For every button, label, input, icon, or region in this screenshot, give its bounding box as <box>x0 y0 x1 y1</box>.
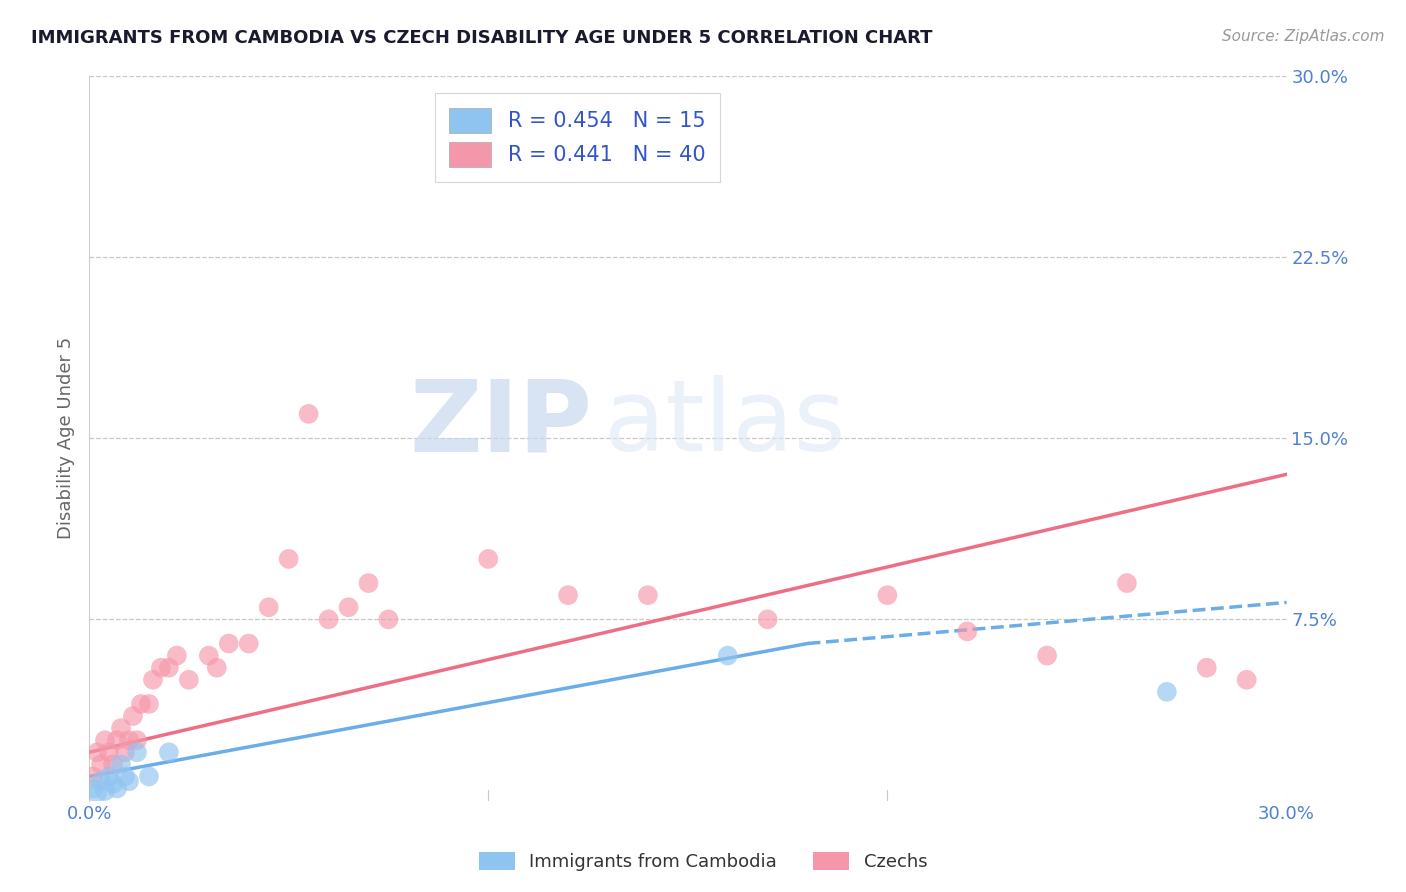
Point <box>1195 661 1218 675</box>
Point <box>110 757 132 772</box>
Point <box>377 612 399 626</box>
Text: Source: ZipAtlas.com: Source: ZipAtlas.com <box>1222 29 1385 44</box>
Point <box>86 745 108 759</box>
Point <box>956 624 979 639</box>
Point <box>557 588 579 602</box>
Point <box>94 733 117 747</box>
Point <box>1156 685 1178 699</box>
Point <box>1116 576 1139 591</box>
Point <box>138 769 160 783</box>
Point <box>118 774 141 789</box>
Point <box>129 697 152 711</box>
Point <box>142 673 165 687</box>
Point <box>157 745 180 759</box>
Point <box>257 600 280 615</box>
Point <box>717 648 740 663</box>
Y-axis label: Disability Age Under 5: Disability Age Under 5 <box>58 337 75 539</box>
Point <box>90 774 112 789</box>
Point <box>82 769 104 783</box>
Legend: Immigrants from Cambodia, Czechs: Immigrants from Cambodia, Czechs <box>471 845 935 879</box>
Point <box>86 786 108 800</box>
Text: atlas: atlas <box>605 375 845 472</box>
Point <box>756 612 779 626</box>
Point <box>98 769 121 783</box>
Legend: R = 0.454   N = 15, R = 0.441   N = 40: R = 0.454 N = 15, R = 0.441 N = 40 <box>434 93 720 181</box>
Point <box>94 784 117 798</box>
Point <box>122 709 145 723</box>
Point <box>101 777 124 791</box>
Point <box>125 733 148 747</box>
Point <box>205 661 228 675</box>
Point <box>157 661 180 675</box>
Point <box>105 781 128 796</box>
Point <box>82 781 104 796</box>
Point <box>318 612 340 626</box>
Point <box>149 661 172 675</box>
Point <box>477 552 499 566</box>
Text: IMMIGRANTS FROM CAMBODIA VS CZECH DISABILITY AGE UNDER 5 CORRELATION CHART: IMMIGRANTS FROM CAMBODIA VS CZECH DISABI… <box>31 29 932 46</box>
Point <box>277 552 299 566</box>
Point <box>118 733 141 747</box>
Point <box>1036 648 1059 663</box>
Point <box>114 769 136 783</box>
Point <box>110 721 132 735</box>
Point <box>138 697 160 711</box>
Point <box>637 588 659 602</box>
Point <box>101 757 124 772</box>
Point <box>337 600 360 615</box>
Point <box>105 733 128 747</box>
Point <box>238 636 260 650</box>
Point <box>114 745 136 759</box>
Point <box>357 576 380 591</box>
Point <box>98 745 121 759</box>
Point <box>166 648 188 663</box>
Point <box>125 745 148 759</box>
Point <box>1236 673 1258 687</box>
Point <box>198 648 221 663</box>
Point <box>297 407 319 421</box>
Point <box>90 757 112 772</box>
Point <box>218 636 240 650</box>
Point <box>876 588 898 602</box>
Text: ZIP: ZIP <box>409 375 592 472</box>
Point <box>177 673 200 687</box>
